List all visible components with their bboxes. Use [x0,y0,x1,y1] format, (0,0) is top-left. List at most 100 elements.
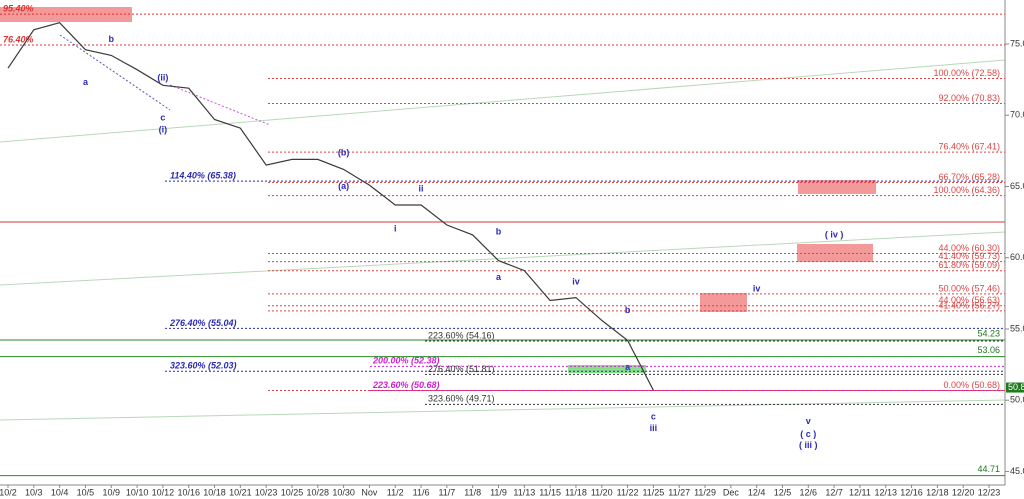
y-tick-label: 75.00 [1010,38,1024,48]
x-tick-label: 11/20 [591,487,613,497]
support-zone [568,365,646,373]
wave-label: b [625,305,631,315]
x-tick-label: 11/6 [413,487,430,497]
target-zone [700,293,747,312]
level-label: 200.00% (52.38) [372,356,440,366]
level-label: 100.00% (64.36) [933,185,1000,195]
y-tick-label: 55.00 [1010,323,1024,333]
x-tick-label: 11/15 [539,487,561,497]
x-tick-label: Dec [723,487,740,497]
level-label: 323.60% (52.03) [170,361,237,371]
x-tick-label: 11/8 [464,487,481,497]
x-tick-label: 12/7 [825,487,843,497]
x-tick-label: 11/2 [387,487,404,497]
level-label: 0.00% (50.68) [943,380,1000,390]
channel-line [0,231,1006,286]
x-tick-label: 10/10 [126,487,149,497]
channel-line [0,399,1006,421]
x-tick-label: 10/12 [152,487,175,497]
x-tick-label: Nov [361,487,378,497]
y-tick-label: 70.00 [1010,110,1024,120]
wave-label: (a) [338,181,349,191]
last-price-label: 50.89 [1008,382,1024,392]
level-label: 41.40% (59.73) [938,251,1000,261]
x-tick-label: 12/6 [800,487,818,497]
wave-label: a [496,272,502,282]
channel-line [0,59,1006,143]
wave-label: iv [753,283,761,293]
level-label: 66.70% (65.28) [938,172,1000,182]
x-tick-label: 10/9 [102,487,120,497]
y-tick-label: 60.00 [1010,252,1024,262]
x-tick-label: 11/9 [490,487,507,497]
level-label: 76.40% (67.41) [938,142,1000,152]
x-tick-label: 10/3 [25,487,43,497]
wave-line [169,84,271,126]
level-label: 44.00% (56.63) [938,295,1000,305]
target-zone [798,180,876,194]
wave-label: ( iii ) [799,440,818,450]
x-tick-label: 12/11 [849,487,871,497]
wave-label: iv [572,276,580,286]
x-tick-label: 10/28 [307,487,330,497]
level-label: 223.60% (54.16) [428,330,495,340]
level-label: 44.00% (60.30) [938,243,1000,253]
wave-line [59,34,171,111]
x-tick-label: 12/20 [952,487,975,497]
level-label: 223.60% (50.68) [372,380,440,390]
y-tick-label: 50.00 [1010,395,1024,405]
x-tick-label: 10/16 [177,487,200,497]
level-label: 114.40% (65.38) [170,170,236,180]
wave-label: ( c ) [800,429,816,439]
wave-label: b [109,34,115,44]
x-tick-label: 10/21 [229,487,252,497]
x-tick-label: 10/2 [0,487,17,497]
wave-label: b [496,226,502,236]
x-tick-label: 10/18 [203,487,226,497]
last-price-box [1006,382,1024,393]
x-tick-label: 10/4 [51,487,69,497]
green-level-label: 53.06 [977,345,1000,355]
level-label: 92.00% (70.83) [938,93,1000,103]
level-label: 276.40% (51.81) [428,364,495,374]
wave-label: a [83,77,89,87]
level-label: 61.80% (59.09) [938,260,1000,270]
green-level-label: 54.23 [977,328,1000,338]
wave-label: iii [650,423,658,433]
x-tick-label: 10/23 [255,487,278,497]
level-label: 95.40% [3,3,34,13]
wave-label: ii [419,184,424,194]
x-tick-label: 12/4 [748,487,766,497]
level-label: 76.40% [3,34,34,44]
x-tick-label: 11/27 [668,487,690,497]
x-tick-label: 10/25 [281,487,304,497]
target-zone [797,244,873,262]
wave-label: (ii) [157,73,168,83]
y-tick-label: 45.00 [1010,466,1024,476]
wave-label: i [394,224,397,234]
x-tick-label: 11/7 [438,487,455,497]
x-tick-label: 12/18 [926,487,949,497]
level-label: 50.00% (57.46) [938,283,1000,293]
x-tick-label: 11/22 [617,487,639,497]
wave-label: c [160,112,165,122]
wave-label: a [625,362,631,372]
level-label: 323.60% (49.71) [428,394,495,404]
x-tick-label: 11/18 [565,487,587,497]
x-tick-label: 12/5 [774,487,792,497]
x-tick-label: 12/13 [874,487,897,497]
x-tick-label: 12/23 [978,487,1001,497]
level-label: 100.00% (72.58) [933,68,1000,78]
price-line [7,22,654,391]
x-tick-label: 11/25 [642,487,664,497]
wave-label: (b) [338,147,350,157]
wave-label: c [651,412,656,422]
x-tick-label: 10/30 [332,487,355,497]
x-tick-label: 11/13 [513,487,535,497]
x-tick-label: 11/29 [694,487,716,497]
x-tick-label: 12/16 [900,487,923,497]
wave-label: v [806,416,811,426]
level-label: 276.40% (55.04) [169,318,237,328]
